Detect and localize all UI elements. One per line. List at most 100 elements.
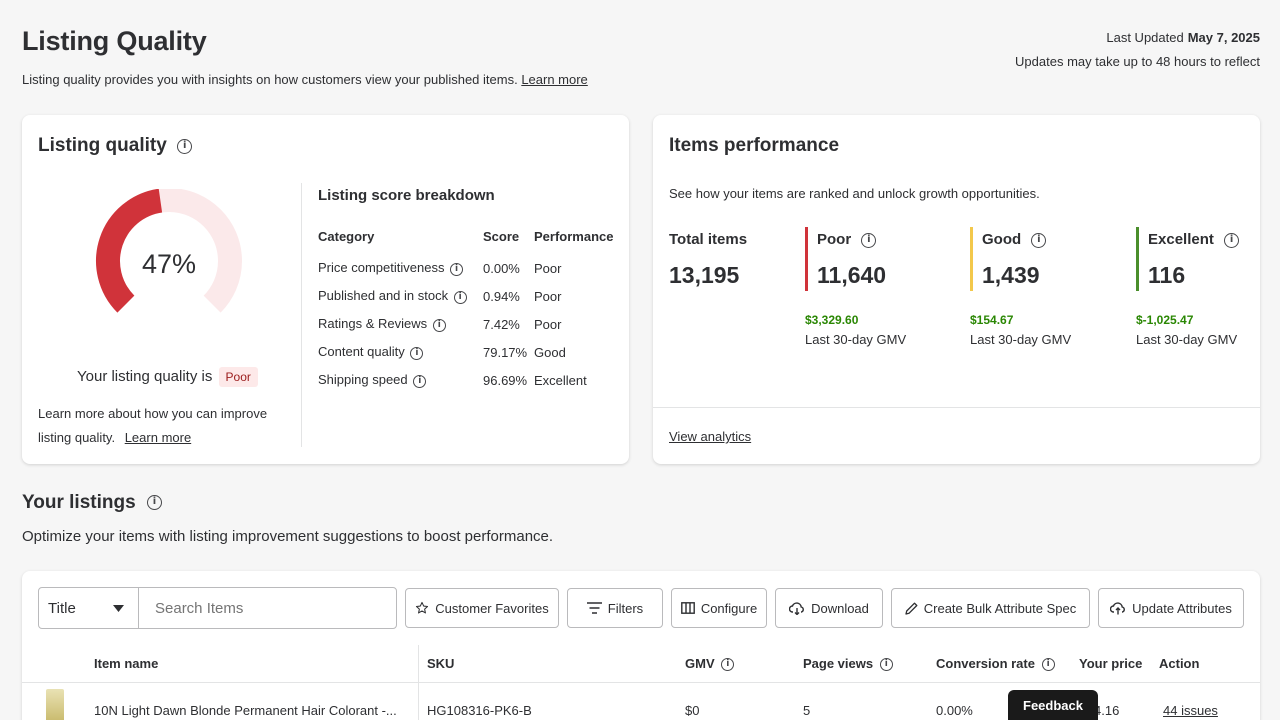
bucket-color-bar [970, 227, 973, 291]
info-icon[interactable]: i [721, 658, 735, 672]
listings-title-text: Your listings [22, 492, 136, 513]
improve-text: Learn more about how you can improve lis… [38, 402, 267, 450]
update-attributes-button[interactable]: Update Attributes [1098, 588, 1244, 628]
create-bulk-attribute-spec-button[interactable]: Create Bulk Attribute Spec [891, 588, 1090, 628]
column-header-price[interactable]: Your price [1079, 656, 1143, 671]
cloud-upload-icon [1110, 601, 1126, 614]
row-price: 4.16 [1094, 703, 1120, 718]
download-button[interactable]: Download [775, 588, 883, 628]
filters-button[interactable]: Filters [567, 588, 663, 628]
caret-down-icon [113, 604, 124, 612]
search-type-select[interactable]: Title [39, 588, 139, 628]
quality-gauge: 47% [96, 189, 242, 313]
product-thumbnail[interactable] [46, 689, 64, 720]
feedback-button[interactable]: Feedback [1008, 690, 1098, 720]
breakdown-header-score: Score [483, 229, 520, 244]
info-icon[interactable]: i [177, 139, 193, 155]
breakdown-category: Content quality i [318, 338, 483, 366]
breakdown-performance: Good [534, 344, 566, 360]
customer-favorites-label: Customer Favorites [435, 600, 549, 616]
breakdown-performance: Poor [534, 260, 562, 276]
info-icon[interactable]: i [450, 262, 464, 276]
bucket-gmv-label: Last 30-day GMV [805, 332, 907, 347]
breakdown-header-performance: Performance [534, 229, 614, 244]
column-header-page-views[interactable]: Page views i [803, 656, 893, 672]
info-icon[interactable]: i [879, 658, 893, 672]
customer-favorites-button[interactable]: Customer Favorites [405, 588, 559, 628]
view-analytics-link[interactable]: View analytics [669, 429, 752, 444]
breakdown-score: 79.17% [483, 344, 528, 360]
column-header-page-views-label: Page views [803, 656, 874, 671]
info-icon[interactable]: i [453, 290, 467, 304]
row-issues-link[interactable]: 44 issues [1163, 703, 1218, 718]
breakdown-row: Published and in stock i 0.94% Poor [318, 282, 613, 310]
info-icon[interactable]: i [1041, 658, 1055, 672]
info-icon[interactable]: i [413, 374, 427, 388]
search-input[interactable] [139, 588, 396, 628]
bucket-value: 1,439 [982, 262, 1040, 288]
page-title: Listing Quality [22, 26, 207, 56]
bucket-excellent: Excellent i 116 $-1,025.47 Last 30-day GMV [1136, 227, 1240, 347]
breakdown-performance: Excellent [534, 372, 587, 388]
create-bulk-label: Create Bulk Attribute Spec [923, 600, 1077, 616]
breakdown-category: Shipping speed i [318, 366, 483, 394]
column-header-sku[interactable]: SKU [427, 656, 455, 671]
pencil-icon [905, 602, 918, 615]
improve-text-line2: listing quality. [38, 430, 116, 445]
star-icon [416, 601, 429, 614]
breakdown-category: Published and in stock i [318, 282, 483, 310]
row-sku: HG108316-PK6-B [427, 703, 532, 718]
info-icon[interactable]: i [1224, 232, 1240, 248]
column-header-gmv-label: GMV [685, 656, 715, 671]
column-header-action: Action [1159, 656, 1200, 671]
bucket-poor: Poor i 11,640 $3,329.60 Last 30-day GMV [805, 227, 906, 347]
row-conversion: 0.00% [936, 703, 973, 718]
page-subtitle: Listing quality provides you with insigh… [22, 72, 588, 87]
breakdown-performance: Poor [534, 288, 562, 304]
column-header-item-name[interactable]: Item name [94, 656, 159, 671]
bucket-gmv-label: Last 30-day GMV [1136, 332, 1238, 347]
update-attributes-label: Update Attributes [1132, 600, 1232, 616]
breakdown-row: Content quality i 79.17% Good [318, 338, 613, 366]
info-icon[interactable]: i [410, 346, 424, 360]
search-type-value: Title [48, 599, 76, 617]
info-icon[interactable]: i [146, 495, 162, 511]
row-gmv: $0 [685, 703, 700, 718]
quality-status-prefix: Your listing quality is [77, 367, 213, 385]
bucket-label: Good i [982, 231, 1047, 248]
last-updated-label: Last Updated [1106, 30, 1184, 45]
configure-button[interactable]: Configure [671, 588, 767, 628]
info-icon[interactable]: i [861, 232, 877, 248]
column-header-gmv[interactable]: GMV i [685, 656, 735, 672]
total-items-stat: Total items 13,195 [669, 231, 747, 289]
row-page-views: 5 [803, 703, 811, 718]
items-performance-subtitle: See how your items are ranked and unlock… [669, 186, 1040, 201]
info-icon[interactable]: i [432, 318, 446, 332]
bucket-label: Excellent i [1148, 231, 1240, 248]
breakdown-table: Category Score Performance Price competi… [318, 229, 613, 394]
bucket-label: Poor i [817, 231, 886, 248]
breakdown-performance: Poor [534, 316, 562, 332]
breakdown-row: Shipping speed i 96.69% Excellent [318, 366, 613, 394]
header-divider [22, 682, 1260, 683]
breakdown-category: Price competitiveness i [318, 254, 483, 282]
row-item-name[interactable]: 10N Light Dawn Blonde Permanent Hair Col… [94, 703, 397, 718]
listings-subtitle: Optimize your items with listing improve… [22, 528, 554, 545]
gauge-score-text: 47% [142, 249, 196, 279]
listings-title: Your listings i [22, 492, 162, 514]
gauge-fill [96, 189, 163, 313]
column-header-conversion-label: Conversion rate [936, 656, 1035, 671]
configure-label: Configure [700, 600, 758, 616]
breakdown-title: Listing score breakdown [318, 187, 495, 204]
breakdown-header-category: Category [318, 229, 375, 244]
cloud-download-icon [789, 601, 805, 615]
bucket-good: Good i 1,439 $154.67 Last 30-day GMV [970, 227, 1071, 347]
column-header-conversion[interactable]: Conversion rate i [936, 656, 1055, 672]
quality-learn-more-link[interactable]: Learn more [124, 430, 192, 445]
header-learn-more-link[interactable]: Learn more [521, 72, 588, 87]
bucket-value: 116 [1148, 262, 1186, 288]
breakdown-score: 0.00% [483, 260, 520, 276]
last-updated-date: May 7, 2025 [1187, 30, 1260, 45]
listing-quality-card: Listing quality i 47% Your listing quali… [22, 115, 629, 464]
info-icon[interactable]: i [1031, 232, 1047, 248]
